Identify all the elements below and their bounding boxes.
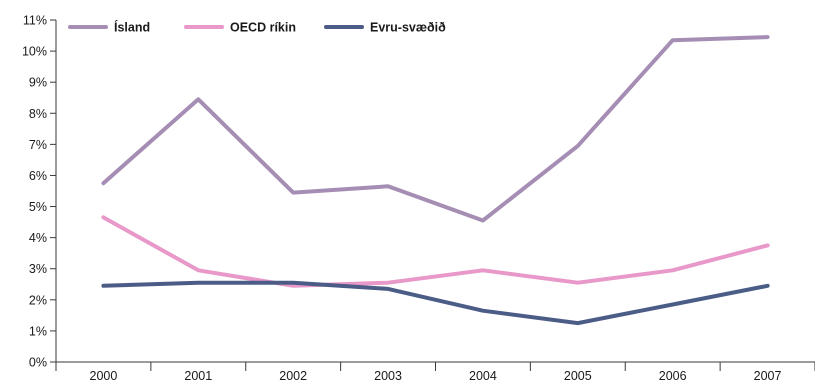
y-axis: 0% 1% 2% 3% 4% 5% 6% 7% 8% 9% 10% 11% bbox=[22, 14, 57, 370]
x-tick-label: 2005 bbox=[564, 369, 592, 380]
y-tick-label: 3% bbox=[29, 262, 47, 276]
x-tick-label: 2000 bbox=[90, 369, 118, 380]
y-tick-label: 2% bbox=[29, 293, 47, 307]
x-tick-label: 2003 bbox=[374, 369, 402, 380]
series-line-oecd-rikin bbox=[101, 215, 770, 288]
y-tick-label: 1% bbox=[29, 324, 47, 338]
legend: Ísland OECD ríkin Evru-svæðið bbox=[68, 20, 446, 35]
legend-label-oecd-rikin: OECD ríkin bbox=[230, 21, 296, 35]
y-tick-label: 5% bbox=[29, 200, 47, 214]
series-line-island bbox=[101, 35, 770, 223]
legend-label-evru-sv-i: Evru-svæðið bbox=[370, 21, 446, 35]
y-tick-label: 11% bbox=[23, 14, 47, 28]
y-tick-label: 4% bbox=[29, 231, 47, 245]
x-axis: 2000 2001 2002 2003 2004 2005 2006 2007 bbox=[55, 361, 815, 380]
y-tick-label: 6% bbox=[29, 169, 47, 183]
x-tick-label: 2007 bbox=[754, 369, 782, 380]
legend-label-island: Ísland bbox=[114, 20, 150, 35]
x-tick-label: 2006 bbox=[659, 369, 687, 380]
y-tick-label: 0% bbox=[29, 356, 47, 370]
x-tick-label: 2004 bbox=[469, 369, 497, 380]
x-tick-label: 2002 bbox=[279, 369, 307, 380]
x-tick-label: 2001 bbox=[184, 369, 212, 380]
y-tick-label: 7% bbox=[29, 138, 47, 152]
series-line-evru-sv-i bbox=[101, 280, 770, 326]
y-tick-label: 8% bbox=[29, 107, 47, 121]
y-tick-label: 10% bbox=[22, 45, 47, 59]
y-tick-label: 9% bbox=[29, 76, 47, 90]
series-lines bbox=[101, 35, 770, 326]
